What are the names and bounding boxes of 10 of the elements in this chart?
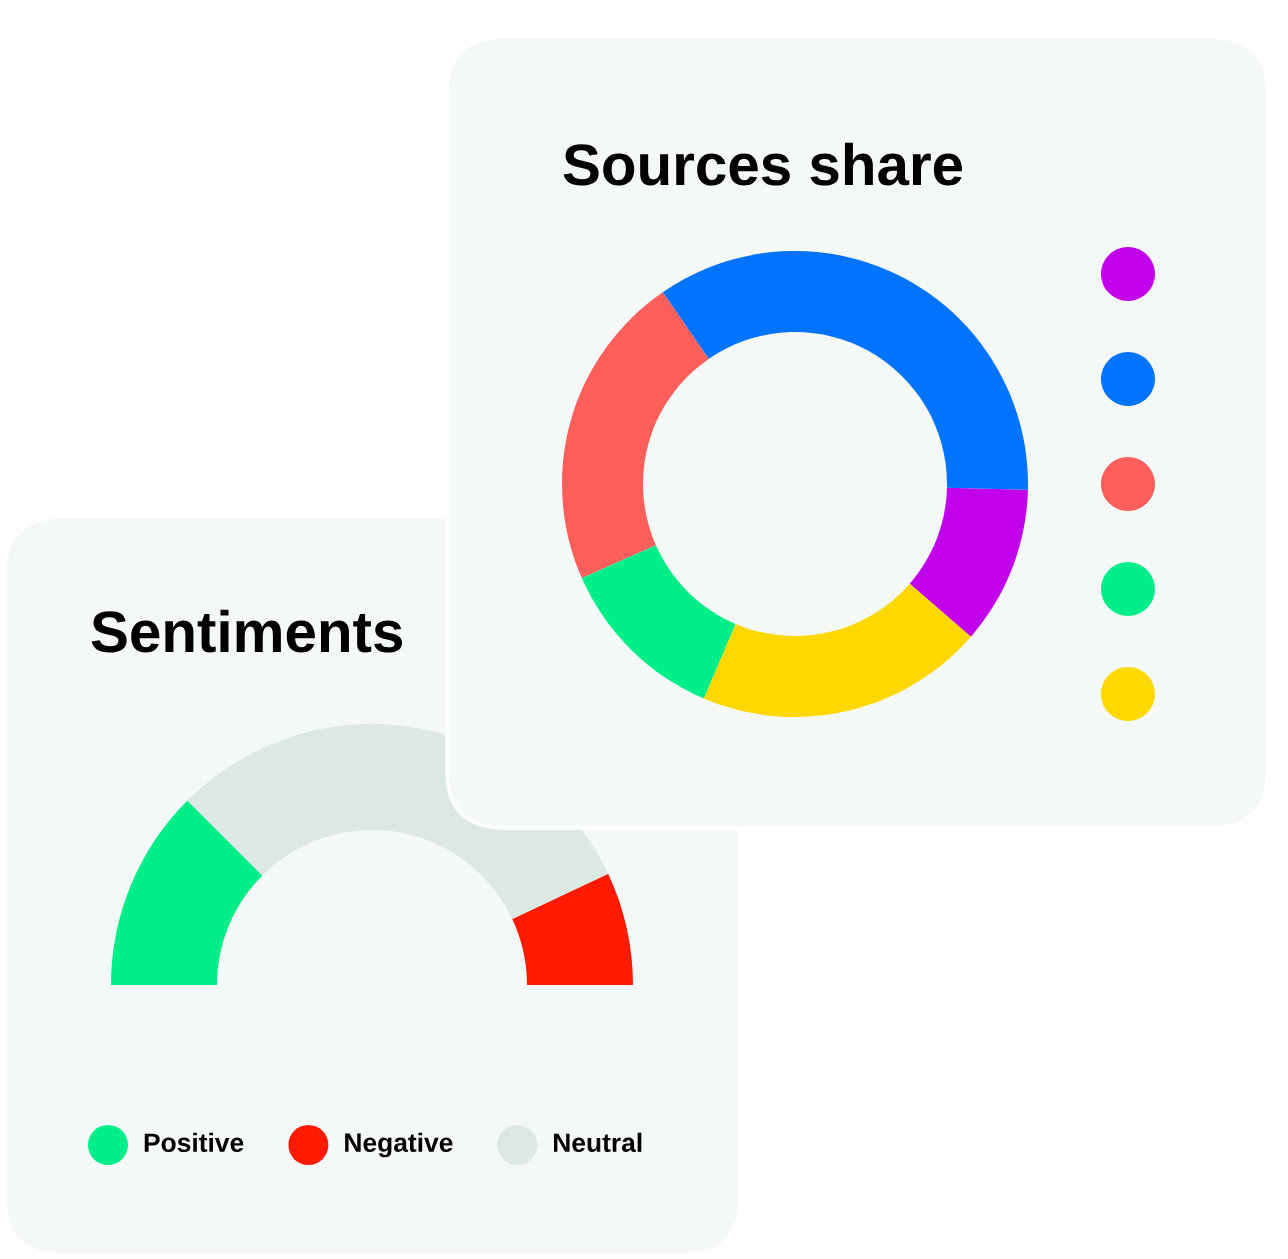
donut-slice [703,583,971,717]
donut-slice [662,251,1028,490]
chart-title: Sentiments [91,609,403,653]
legend-label: Positive [144,1132,244,1153]
legend-label: Neutral [554,1132,642,1153]
donut-slice [562,292,709,579]
donut-slice [909,487,1028,637]
donut-slice [581,545,736,699]
legend-label: Negative [345,1132,453,1158]
chart-title: Sources share [563,142,963,186]
